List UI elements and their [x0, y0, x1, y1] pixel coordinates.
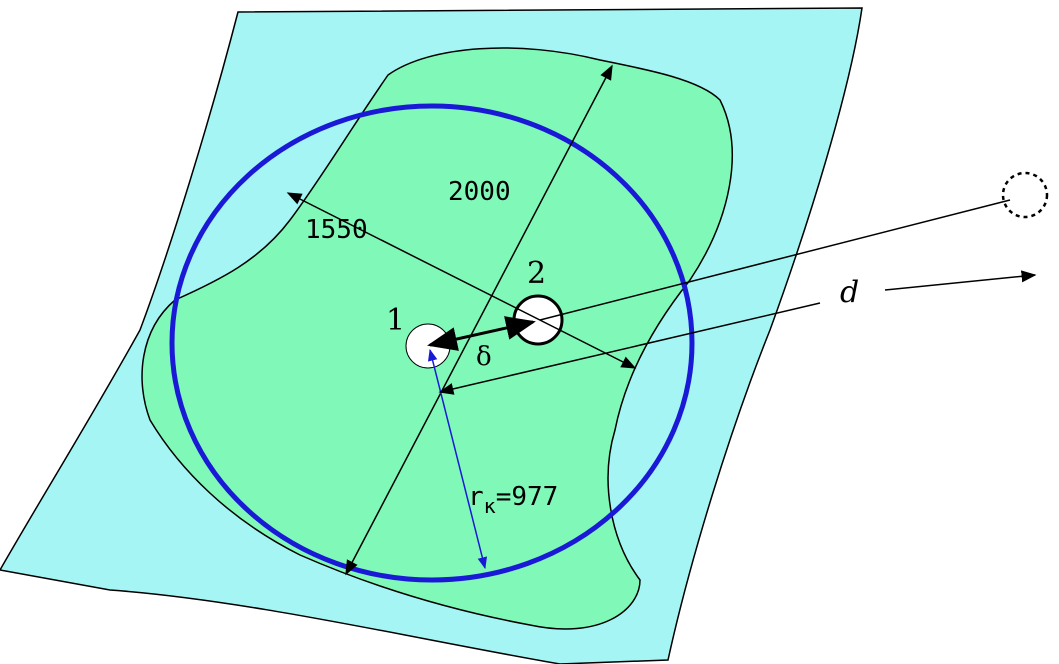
well-1-label: 1 [386, 303, 405, 338]
well-1 [405, 323, 451, 369]
radius-subscript: к [484, 494, 496, 518]
radius-value: =977 [496, 482, 559, 512]
well-2 [512, 294, 564, 346]
well-2-label: 2 [527, 256, 546, 291]
image-well [1001, 171, 1049, 219]
diameter-label: 2000 [448, 177, 511, 207]
delta-label: δ [476, 342, 492, 372]
delta-arrow [427, 316, 536, 351]
inner-label: 1550 [305, 215, 368, 245]
distance-label: d [840, 275, 859, 310]
inner-line [286, 192, 637, 369]
radius-symbol: r [468, 482, 484, 512]
radius-label: rк=977 [468, 482, 558, 518]
distance-line-lower [438, 302, 821, 395]
distance-line-right [884, 270, 1037, 291]
distance-line-upper [539, 199, 1011, 321]
